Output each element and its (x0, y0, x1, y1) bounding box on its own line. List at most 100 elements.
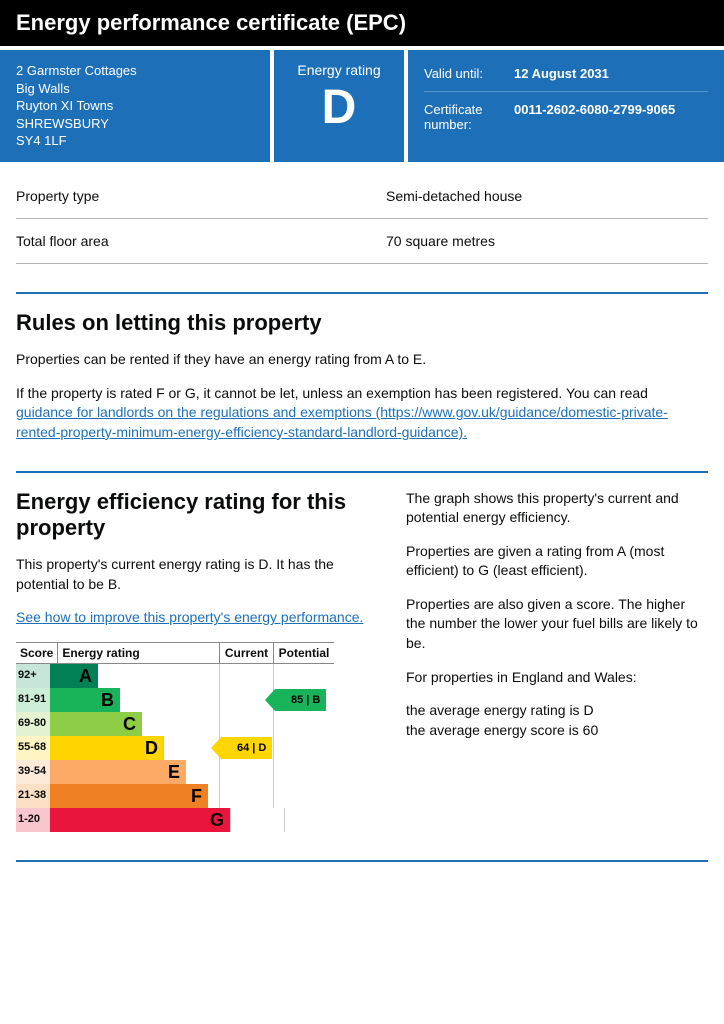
chart-head-rating: Energy rating (58, 643, 220, 663)
efficiency-right-p3: Properties are also given a score. The h… (406, 595, 708, 654)
improve-performance-link[interactable]: See how to improve this property's energ… (16, 609, 363, 625)
fact-row: Property type Semi-detached house (16, 174, 708, 219)
fact-row: Total floor area 70 square metres (16, 219, 708, 264)
potential-rating-arrow: 85 | B (275, 689, 326, 711)
section-divider (16, 860, 708, 862)
page-title: Energy performance certificate (EPC) (0, 0, 724, 46)
band-range: 55-68 (16, 736, 50, 760)
band-range: 92+ (16, 664, 50, 688)
band-bar-cell: F (50, 784, 220, 808)
chart-body: 92+ A 81-91 B 69-80 C 55-68 D 39-54 E 21-38 F 1-20 G 6… (16, 664, 334, 832)
address-cell: 2 Garmster Cottages Big Walls Ruyton XI … (0, 50, 270, 162)
band-potential-cell (285, 808, 345, 832)
rules-p2-pre: If the property is rated F or G, it cann… (16, 385, 648, 401)
fact-val: 70 square metres (386, 233, 708, 249)
band-bar: D (50, 736, 164, 760)
band-bar: C (50, 712, 142, 736)
band-current-cell (220, 784, 274, 808)
band-range: 81-91 (16, 688, 50, 712)
band-current-cell (220, 760, 274, 784)
address-line: 2 Garmster Cottages (16, 62, 254, 80)
band-letter: E (168, 762, 180, 783)
band-potential-cell (274, 664, 334, 688)
certificate-number-label: Certificate number: (424, 102, 514, 132)
efficiency-p1: This property's current energy rating is… (16, 555, 376, 594)
landlord-guidance-link[interactable]: guidance for landlords on the regulation… (16, 404, 668, 440)
efficiency-right-p5: the average energy rating is D the avera… (406, 701, 708, 740)
band-bar-cell: D (50, 736, 220, 760)
rules-heading: Rules on letting this property (16, 310, 708, 336)
band-letter: A (79, 666, 92, 687)
band-current-cell (220, 664, 274, 688)
header-block: 2 Garmster Cottages Big Walls Ruyton XI … (0, 50, 724, 162)
band-current-cell (231, 808, 285, 832)
valid-until-row: Valid until: 12 August 2031 (424, 62, 708, 85)
chart-row-D: 55-68 D (16, 736, 334, 760)
band-bar: A (50, 664, 98, 688)
chart-head-potential: Potential (274, 643, 334, 663)
band-bar: G (50, 808, 230, 832)
band-range: 21-38 (16, 784, 50, 808)
efficiency-right-p4: For properties in England and Wales: (406, 668, 708, 688)
valid-until-value: 12 August 2031 (514, 66, 609, 81)
certificate-meta-cell: Valid until: 12 August 2031 Certificate … (408, 50, 724, 162)
band-potential-cell (274, 736, 334, 760)
energy-rating-cell: Energy rating D (274, 50, 404, 162)
band-letter: C (123, 714, 136, 735)
certificate-number-row: Certificate number: 0011-2602-6080-2799-… (424, 91, 708, 136)
band-potential-cell (274, 784, 334, 808)
energy-rating-label: Energy rating (290, 62, 388, 78)
band-potential-cell (274, 712, 334, 736)
band-bar-cell: B (50, 688, 220, 712)
chart-head-score: Score (16, 643, 58, 663)
chart-row-C: 69-80 C (16, 712, 334, 736)
avg-score-line: the average energy score is 60 (406, 722, 598, 738)
section-divider (16, 292, 708, 294)
rules-p1: Properties can be rented if they have an… (16, 350, 708, 370)
band-bar: F (50, 784, 208, 808)
efficiency-right-p2: Properties are given a rating from A (mo… (406, 542, 708, 581)
section-divider (16, 471, 708, 473)
rating-chart: Score Energy rating Current Potential 92… (16, 642, 334, 832)
avg-rating-line: the average energy rating is D (406, 702, 594, 718)
band-bar: E (50, 760, 186, 784)
band-potential-cell (274, 760, 334, 784)
chart-row-F: 21-38 F (16, 784, 334, 808)
band-bar-cell: C (50, 712, 220, 736)
band-range: 39-54 (16, 760, 50, 784)
band-current-cell (220, 712, 274, 736)
property-facts: Property type Semi-detached house Total … (16, 174, 708, 264)
efficiency-section: Energy efficiency rating for this proper… (16, 489, 708, 833)
band-range: 69-80 (16, 712, 50, 736)
address-line: SHREWSBURY (16, 115, 254, 133)
fact-key: Total floor area (16, 233, 386, 249)
valid-until-label: Valid until: (424, 66, 514, 81)
address-line: Ruyton XI Towns (16, 97, 254, 115)
chart-header: Score Energy rating Current Potential (16, 643, 334, 664)
efficiency-right-col: The graph shows this property's current … (406, 489, 708, 833)
band-bar-cell: G (50, 808, 231, 832)
efficiency-left-col: Energy efficiency rating for this proper… (16, 489, 376, 833)
band-letter: G (210, 810, 224, 831)
band-letter: B (101, 690, 114, 711)
efficiency-heading: Energy efficiency rating for this proper… (16, 489, 376, 542)
certificate-number-value: 0011-2602-6080-2799-9065 (514, 102, 675, 132)
rules-p2: If the property is rated F or G, it cann… (16, 384, 708, 443)
chart-head-current: Current (220, 643, 274, 663)
fact-val: Semi-detached house (386, 188, 708, 204)
energy-rating-letter: D (290, 84, 388, 132)
efficiency-right-p1: The graph shows this property's current … (406, 489, 708, 528)
band-letter: F (191, 786, 202, 807)
band-range: 1-20 (16, 808, 50, 832)
band-bar-cell: E (50, 760, 220, 784)
chart-row-G: 1-20 G (16, 808, 334, 832)
fact-key: Property type (16, 188, 386, 204)
chart-row-E: 39-54 E (16, 760, 334, 784)
address-line: SY4 1LF (16, 132, 254, 150)
current-rating-arrow: 64 | D (221, 737, 272, 759)
band-bar: B (50, 688, 120, 712)
address-line: Big Walls (16, 80, 254, 98)
chart-row-A: 92+ A (16, 664, 334, 688)
band-letter: D (145, 738, 158, 759)
band-bar-cell: A (50, 664, 220, 688)
